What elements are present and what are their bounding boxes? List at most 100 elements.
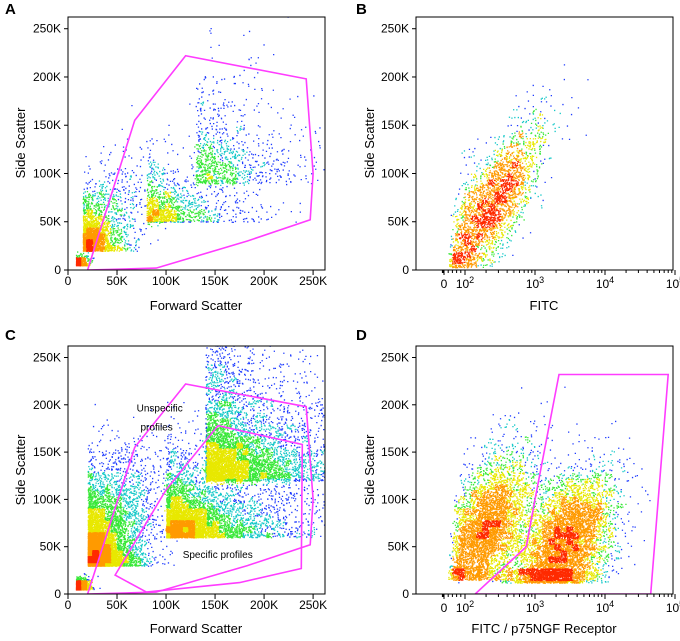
x-tick-label: 250K [299, 274, 327, 288]
panel-d-x-axis: 0 102 103 104 105 [441, 594, 680, 615]
panel-letter-c: C [5, 327, 16, 344]
panel-c-y-axis: 0 50K 100K 150K 200K 250K [33, 350, 68, 601]
gate-1[interactable] [86, 383, 314, 594]
events-ff2a00 [452, 161, 520, 265]
panel-c-x-axis: 0 50K 100K 150K 200K 250K [65, 594, 327, 612]
y-tick-label: 0 [54, 263, 61, 277]
panel-a-x-axis: 0 50K 100K 150K 200K 250K [65, 270, 327, 288]
panel-letter-b: B [356, 1, 367, 18]
events-ff9a00 [80, 520, 196, 591]
x-tick-label: 250K [299, 598, 327, 612]
x-tick-label: 104 [596, 275, 614, 291]
x-tick-label: 150K [201, 274, 229, 288]
x-tick-label: 103 [526, 275, 544, 291]
x-tick-label: 0 [441, 277, 448, 291]
y-tick-label: 50K [40, 215, 61, 229]
events-e8e800 [86, 442, 268, 591]
y-tick-label: 150K [381, 445, 409, 459]
panel-c-x-label: Forward Scatter [150, 621, 243, 636]
events-14c8c8 [87, 364, 325, 567]
y-tick-label: 0 [54, 587, 61, 601]
y-tick-label: 200K [381, 70, 409, 84]
panel-a-y-axis: 0 50K 100K 150K 200K 250K [33, 22, 68, 277]
panel-c-frame [67, 345, 326, 595]
y-tick-label: 0 [402, 587, 409, 601]
x-tick-label: 50K [106, 274, 127, 288]
x-tick-label: 102 [456, 599, 474, 615]
panel-c-annotations: Unspecific profiles Specific profiles [137, 403, 253, 561]
events-38e838 [448, 108, 549, 268]
y-tick-label: 100K [33, 492, 61, 506]
panel-b: B 0 102 103 104 105 0 50K 100K 150K 200K 250K FIT… [356, 1, 680, 313]
x-tick-label: 105 [666, 275, 680, 291]
panel-b-y-axis: 0 50K 100K 150K 200K 250K [381, 22, 416, 277]
y-tick-label: 200K [33, 70, 61, 84]
panel-c-y-label: Side Scatter [13, 434, 28, 505]
x-tick-label: 100K [152, 598, 180, 612]
y-tick-label: 0 [402, 263, 409, 277]
y-tick-label: 100K [33, 166, 61, 180]
panel-b-x-label: FITC [530, 298, 559, 313]
events-1f3cff [83, 346, 325, 591]
panel-a-frame [67, 16, 326, 271]
events-e8e800 [448, 455, 615, 584]
panel-b-x-axis: 0 102 103 104 105 [441, 270, 680, 291]
gate-1[interactable] [474, 373, 670, 595]
panel-b-y-label: Side Scatter [362, 107, 377, 178]
x-tick-label: 102 [456, 275, 474, 291]
events-ff2a00 [452, 520, 580, 582]
panel-a: A 0 50K 100K 150K 200K 250K 0 50K 100K 150K 200K 2… [5, 1, 327, 313]
panel-d-y-axis: 0 50K 100K 150K 200K 250K [381, 350, 416, 601]
panel-c: C Unspecific profiles Specific profiles 0 5… [5, 327, 327, 636]
y-tick-label: 50K [388, 215, 409, 229]
panel-b-frame [415, 16, 674, 271]
x-tick-label: 103 [526, 599, 544, 615]
y-tick-label: 100K [381, 492, 409, 506]
annotation-2: profiles [141, 422, 173, 433]
panel-c-gates [86, 383, 314, 594]
events-ff9a00 [452, 484, 604, 584]
events-ff2a00 [75, 239, 94, 267]
y-tick-label: 50K [388, 540, 409, 554]
y-tick-label: 150K [381, 118, 409, 132]
panel-d-gates [474, 373, 670, 595]
events-38e838 [75, 400, 292, 582]
annotation-1: Unspecific [137, 403, 183, 414]
y-tick-label: 150K [33, 445, 61, 459]
events-ff2a00 [75, 550, 100, 591]
y-tick-label: 150K [33, 118, 61, 132]
y-tick-label: 250K [33, 22, 61, 36]
panel-d-frame [415, 345, 674, 595]
y-tick-label: 250K [381, 350, 409, 364]
x-tick-label: 150K [201, 598, 229, 612]
panel-d-x-label: FITC / p75NGF Receptor [471, 621, 617, 636]
y-tick-label: 250K [381, 22, 409, 36]
events-ff9a00 [80, 209, 160, 267]
x-tick-label: 200K [250, 598, 278, 612]
panel-b-scatter [448, 64, 589, 269]
panel-c-scatter [75, 346, 325, 591]
panel-a-scatter [75, 17, 325, 267]
events-e8e800 [449, 113, 547, 268]
panel-d-y-label: Side Scatter [362, 434, 377, 505]
y-tick-label: 200K [33, 398, 61, 412]
y-tick-label: 50K [40, 540, 61, 554]
panel-a-x-label: Forward Scatter [150, 298, 243, 313]
y-tick-label: 200K [381, 398, 409, 412]
gate-2[interactable] [113, 424, 304, 593]
panel-letter-d: D [356, 327, 367, 344]
panel-letter-a: A [5, 1, 16, 18]
x-tick-label: 0 [65, 598, 72, 612]
panel-a-gates [86, 54, 314, 270]
gate-1[interactable] [86, 54, 314, 270]
annotation-3: Specific profiles [183, 550, 253, 561]
x-tick-label: 50K [106, 598, 127, 612]
panel-d: D 0 102 103 104 105 0 50K 100K 150K 200K 250K FIT… [356, 327, 680, 636]
x-tick-label: 0 [441, 601, 448, 615]
x-tick-label: 105 [666, 599, 680, 615]
x-tick-label: 104 [596, 599, 614, 615]
x-tick-label: 100K [152, 274, 180, 288]
x-tick-label: 200K [250, 274, 278, 288]
panel-a-y-label: Side Scatter [13, 107, 28, 178]
